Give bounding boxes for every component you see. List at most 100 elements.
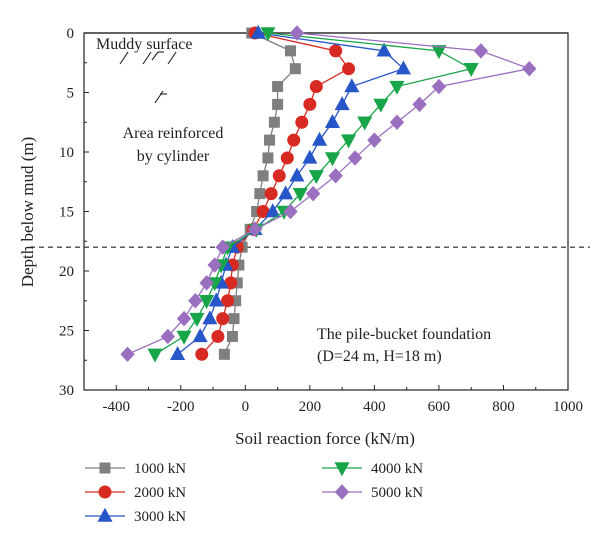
data-point xyxy=(287,133,301,147)
data-point xyxy=(302,149,318,164)
legend-label: 2000 kN xyxy=(134,485,186,501)
data-point xyxy=(328,168,343,184)
data-point xyxy=(188,293,203,309)
data-point xyxy=(228,313,240,325)
data-point xyxy=(473,43,489,59)
data-point xyxy=(211,329,225,343)
data-point xyxy=(341,134,357,149)
data-point xyxy=(189,312,205,327)
data-point xyxy=(176,330,192,345)
legend-label: 4000 kN xyxy=(371,461,423,477)
data-point xyxy=(309,80,323,94)
legend-marker xyxy=(97,507,113,522)
soil-hatch-marks xyxy=(119,51,177,104)
data-point xyxy=(285,45,297,57)
data-point xyxy=(120,346,135,363)
data-point xyxy=(199,295,215,310)
data-point xyxy=(324,152,340,167)
legend-marker xyxy=(334,462,350,477)
data-point xyxy=(215,239,230,255)
data-point xyxy=(431,45,447,60)
data-point xyxy=(260,27,276,42)
legend-marker xyxy=(334,484,350,500)
data-point xyxy=(324,113,340,128)
data-point xyxy=(522,60,537,77)
data-point xyxy=(247,221,263,238)
data-point xyxy=(389,80,405,95)
data-point xyxy=(160,328,176,345)
data-point xyxy=(342,62,356,76)
data-point xyxy=(176,310,192,327)
legend-item: 4000 kN xyxy=(322,461,423,477)
data-point xyxy=(289,25,305,41)
data-point xyxy=(295,115,309,129)
y-tick-label: 30 xyxy=(59,383,74,399)
area-label-line2: by cylinder xyxy=(137,148,210,165)
data-point xyxy=(292,187,308,202)
data-point xyxy=(376,42,392,57)
axis-ticks: -400 -200 0 200 400 600 800 1000 0 5 10 15 20 25 30 xyxy=(59,26,583,415)
data-point xyxy=(389,114,405,130)
data-point xyxy=(334,96,350,111)
y-tick-label: 0 xyxy=(67,26,75,42)
data-point xyxy=(264,134,276,146)
data-point xyxy=(278,185,294,200)
data-point xyxy=(262,152,274,164)
foundation-label-line1: The pile-bucket foundation xyxy=(317,326,491,343)
data-point xyxy=(268,116,280,128)
data-point xyxy=(226,330,238,342)
legend-marker xyxy=(98,485,112,499)
data-point xyxy=(199,275,214,291)
data-point xyxy=(289,63,301,75)
y-tick-label: 20 xyxy=(59,264,74,280)
data-point xyxy=(463,63,479,77)
y-tick-label: 25 xyxy=(59,324,74,340)
data-point xyxy=(272,169,286,183)
data-point xyxy=(357,116,373,131)
x-tick-label: 400 xyxy=(363,399,386,415)
legend-item: 5000 kN xyxy=(322,484,423,501)
data-point xyxy=(265,203,281,218)
data-point xyxy=(347,150,363,166)
x-tick-label: 200 xyxy=(299,399,322,415)
legend-label: 1000 kN xyxy=(134,461,186,477)
x-tick-label: 1000 xyxy=(553,399,583,415)
data-point xyxy=(216,312,230,326)
x-axis-title: Soil reaction force (kN/m) xyxy=(235,429,415,448)
series-line xyxy=(127,32,532,355)
data-point xyxy=(221,294,235,308)
data-point xyxy=(257,170,269,182)
data-point xyxy=(170,346,186,360)
data-point xyxy=(373,98,389,113)
legend-item: 1000 kN xyxy=(85,461,186,477)
data-point xyxy=(254,188,266,200)
data-point xyxy=(208,292,224,307)
series-5000-kn xyxy=(120,25,537,363)
y-tick-label: 5 xyxy=(67,86,75,102)
data-point xyxy=(202,310,218,325)
data-point xyxy=(192,328,208,343)
data-point xyxy=(218,348,230,360)
data-point xyxy=(272,81,284,93)
series-2000-kn xyxy=(195,26,356,361)
data-point xyxy=(412,96,427,113)
data-point xyxy=(264,187,278,201)
data-point xyxy=(195,347,209,361)
x-tick-label: 0 xyxy=(242,399,250,415)
data-point xyxy=(289,167,305,182)
area-label-line1: Area reinforced xyxy=(123,125,224,142)
x-tick-label: 600 xyxy=(428,399,451,415)
data-point xyxy=(395,60,411,75)
data-point xyxy=(303,97,317,111)
legend-item: 2000 kN xyxy=(85,485,186,501)
legend: 1000 kN 2000 kN 3000 kN 4000 kN 5000 kN xyxy=(85,461,423,525)
data-point xyxy=(431,78,447,95)
data-point xyxy=(283,203,298,220)
data-point xyxy=(344,78,360,93)
series-3000-kn xyxy=(170,24,411,360)
legend-label: 5000 kN xyxy=(371,485,423,501)
x-tick-label: -200 xyxy=(167,399,195,415)
foundation-label-line2: (D=24 m, H=18 m) xyxy=(317,348,442,365)
legend-item: 3000 kN xyxy=(85,507,186,525)
